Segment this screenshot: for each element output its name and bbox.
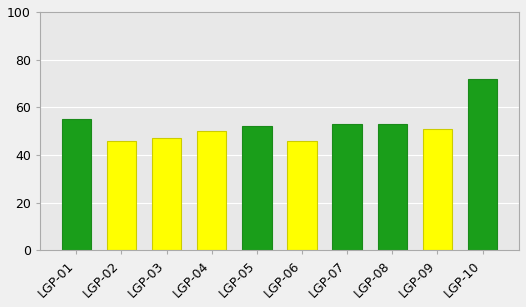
Bar	[197, 131, 226, 251]
Bar	[332, 124, 362, 251]
Bar	[107, 141, 136, 251]
Bar	[468, 79, 497, 251]
Bar	[378, 124, 407, 251]
Bar	[62, 119, 91, 251]
Bar	[152, 138, 181, 251]
Bar	[242, 126, 271, 251]
Bar	[423, 129, 452, 251]
Bar	[287, 141, 317, 251]
